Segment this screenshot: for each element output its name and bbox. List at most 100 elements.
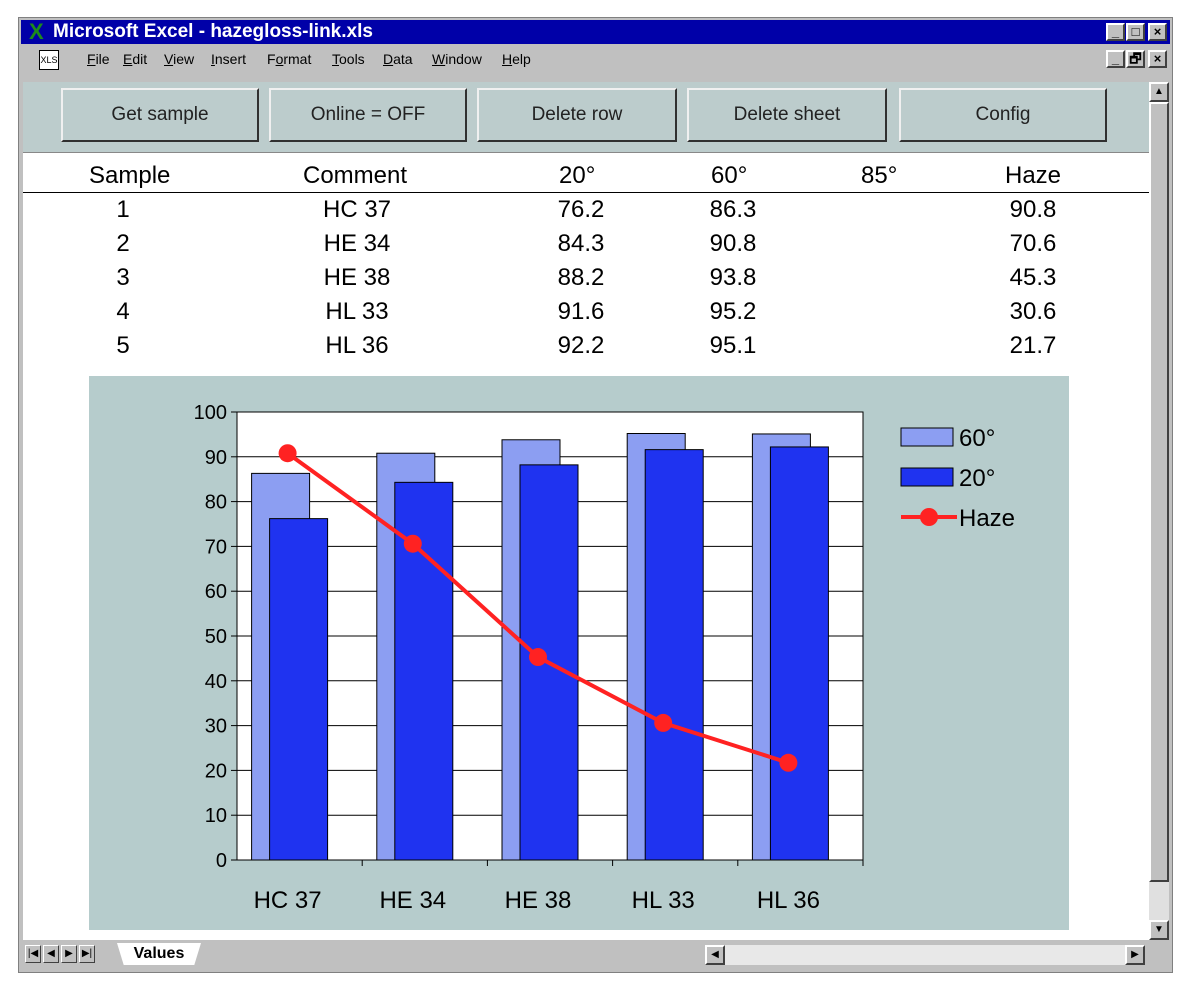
doc-restore-button[interactable]: 🗗: [1126, 50, 1145, 68]
maximize-button[interactable]: □: [1126, 23, 1145, 41]
cell-comment[interactable]: HE 38: [323, 264, 391, 291]
y-tick-label: 20: [205, 760, 227, 782]
table-row[interactable]: 4 HL 33 91.6 95.2 30.6: [23, 298, 1149, 328]
workbook-icon[interactable]: XLS: [39, 50, 59, 70]
cell-g60[interactable]: 93.8: [709, 264, 757, 291]
cell-sample[interactable]: 1: [116, 196, 130, 223]
cell-g20[interactable]: 84.3: [557, 230, 605, 257]
x-tick-label: HL 33: [632, 887, 695, 914]
haze-point: [403, 534, 422, 553]
bar-20: [269, 518, 329, 861]
legend-swatch: [900, 467, 954, 487]
cell-haze[interactable]: 21.7: [1009, 332, 1057, 359]
y-tick-label: 50: [205, 626, 227, 648]
haze-point: [779, 753, 798, 772]
menu-insert[interactable]: Insert: [211, 51, 247, 67]
header-85: 85°: [861, 162, 898, 189]
y-tick-label: 60: [205, 581, 227, 603]
cell-sample[interactable]: 4: [116, 298, 130, 325]
y-tick-label: 100: [194, 402, 227, 424]
legend-label: 20°: [959, 465, 995, 492]
bar-20: [769, 446, 829, 861]
cell-sample[interactable]: 2: [116, 230, 130, 257]
delete-row-button[interactable]: Delete row: [477, 88, 677, 142]
sheet-tab-bar: |◀ ◀ ▶ ▶| Values ◀ ▶: [21, 943, 1170, 967]
scroll-up-button[interactable]: ▲: [1149, 82, 1169, 102]
worksheet[interactable]: Get sample Online = OFF Delete row Delet…: [23, 82, 1149, 940]
menu-view[interactable]: View: [164, 51, 195, 67]
doc-minimize-button[interactable]: _: [1106, 50, 1125, 68]
cell-comment[interactable]: HL 33: [325, 298, 389, 325]
scroll-left-button[interactable]: ◀: [705, 945, 725, 965]
header-haze: Haze: [1005, 162, 1062, 189]
haze-point: [529, 648, 547, 667]
scroll-thumb[interactable]: [1149, 102, 1169, 882]
haze-point: [278, 444, 297, 463]
table-row[interactable]: 2 HE 34 84.3 90.8 70.6: [23, 230, 1149, 260]
next-sheet-button[interactable]: ▶: [61, 945, 77, 963]
cell-g60[interactable]: 90.8: [709, 230, 757, 257]
cell-g60[interactable]: 95.2: [709, 298, 757, 325]
header-20: 20°: [559, 162, 596, 189]
menu-file[interactable]: File: [87, 51, 110, 67]
menu-tools[interactable]: Tools: [332, 51, 365, 67]
header-underline: [23, 192, 1149, 193]
x-tick-label: HC 37: [254, 887, 322, 914]
menu-window[interactable]: Window: [432, 51, 482, 67]
y-tick-label: 0: [216, 850, 227, 872]
horizontal-scrollbar[interactable]: ◀ ▶: [705, 945, 1145, 965]
cell-sample[interactable]: 5: [116, 332, 130, 359]
minimize-button[interactable]: _: [1106, 23, 1125, 41]
y-tick-label: 30: [205, 716, 227, 738]
cell-g20[interactable]: 91.6: [557, 298, 605, 325]
legend-marker: [920, 508, 938, 526]
excel-app-icon: X: [29, 19, 44, 44]
title-bar: X Microsoft Excel - hazegloss-link.xls _…: [21, 20, 1170, 44]
x-tick-label: HE 38: [505, 887, 572, 914]
menu-help[interactable]: Help: [502, 51, 531, 67]
x-tick-label: HE 34: [379, 887, 446, 914]
scroll-down-button[interactable]: ▼: [1149, 920, 1169, 940]
legend-swatch: [900, 427, 954, 447]
header-sample: Sample: [89, 162, 171, 189]
cell-haze[interactable]: 90.8: [1009, 196, 1057, 223]
close-button[interactable]: ×: [1148, 23, 1167, 41]
menu-edit[interactable]: Edit: [123, 51, 148, 67]
menu-format[interactable]: Format: [267, 51, 312, 67]
table-row[interactable]: 5 HL 36 92.2 95.1 21.7: [23, 332, 1149, 362]
prev-sheet-button[interactable]: ◀: [43, 945, 59, 963]
cell-g20[interactable]: 88.2: [557, 264, 605, 291]
table-row[interactable]: 3 HE 38 88.2 93.8 45.3: [23, 264, 1149, 294]
cell-haze[interactable]: 30.6: [1009, 298, 1057, 325]
gloss-haze-chart[interactable]: 0 10 20 30 40 50 60 70 80 90 100 HC 37 HE 34 HE 38 HL …: [89, 376, 1069, 930]
menu-bar: XLS File Edit View Insert Format Tools Data Win…: [21, 46, 1170, 72]
header-60: 60°: [711, 162, 748, 189]
online-toggle-button[interactable]: Online = OFF: [269, 88, 467, 142]
first-sheet-button[interactable]: |◀: [25, 945, 41, 963]
chart-area[interactable]: 0 10 20 30 40 50 60 70 80 90 100 HC 37 HE 34 HE 38 HL …: [89, 376, 1069, 930]
last-sheet-button[interactable]: ▶|: [79, 945, 95, 963]
scroll-right-button[interactable]: ▶: [1125, 945, 1145, 965]
cell-comment[interactable]: HE 34: [323, 230, 391, 257]
cell-haze[interactable]: 70.6: [1009, 230, 1057, 257]
cell-comment[interactable]: HC 37: [322, 196, 392, 223]
cell-comment[interactable]: HL 36: [325, 332, 389, 359]
table-row[interactable]: 1 HC 37 76.2 86.3 90.8: [23, 196, 1149, 226]
cell-g20[interactable]: 92.2: [557, 332, 605, 359]
legend-label: 60°: [959, 425, 995, 452]
menu-data[interactable]: Data: [383, 51, 413, 67]
delete-sheet-button[interactable]: Delete sheet: [687, 88, 887, 142]
cell-sample[interactable]: 3: [116, 264, 130, 291]
doc-close-button[interactable]: ×: [1148, 50, 1167, 68]
vertical-scrollbar[interactable]: ▲ ▼: [1149, 82, 1169, 940]
y-tick-label: 70: [205, 536, 227, 558]
cell-haze[interactable]: 45.3: [1009, 264, 1057, 291]
bar-20: [644, 449, 704, 861]
cell-g60[interactable]: 95.1: [709, 332, 757, 359]
cell-g60[interactable]: 86.3: [709, 196, 757, 223]
sheet-tab-values[interactable]: Values: [117, 943, 201, 965]
window-title: Microsoft Excel - hazegloss-link.xls: [53, 21, 373, 42]
config-button[interactable]: Config: [899, 88, 1107, 142]
cell-g20[interactable]: 76.2: [557, 196, 605, 223]
get-sample-button[interactable]: Get sample: [61, 88, 259, 142]
